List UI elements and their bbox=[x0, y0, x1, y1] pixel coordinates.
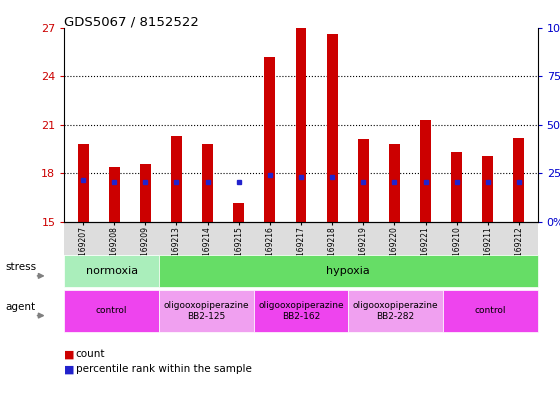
Bar bbox=[264, 57, 276, 222]
Bar bbox=[202, 144, 213, 222]
Text: normoxia: normoxia bbox=[86, 266, 138, 276]
Bar bbox=[420, 120, 431, 222]
Text: oligooxopiperazine
BB2-125: oligooxopiperazine BB2-125 bbox=[164, 301, 249, 321]
Text: count: count bbox=[76, 349, 105, 360]
Bar bbox=[234, 203, 244, 222]
Text: stress: stress bbox=[6, 262, 37, 272]
Text: ■: ■ bbox=[64, 364, 75, 375]
Text: oligooxopiperazine
BB2-282: oligooxopiperazine BB2-282 bbox=[353, 301, 438, 321]
Text: GDS5067 / 8152522: GDS5067 / 8152522 bbox=[64, 16, 199, 29]
Text: ■: ■ bbox=[64, 349, 75, 360]
Bar bbox=[109, 167, 120, 222]
Bar bbox=[482, 156, 493, 222]
Bar bbox=[514, 138, 524, 222]
Text: oligooxopiperazine
BB2-162: oligooxopiperazine BB2-162 bbox=[258, 301, 344, 321]
Text: hypoxia: hypoxia bbox=[326, 266, 370, 276]
Bar bbox=[296, 26, 306, 222]
Bar bbox=[78, 144, 88, 222]
Bar bbox=[171, 136, 182, 222]
Bar bbox=[451, 152, 462, 222]
Text: percentile rank within the sample: percentile rank within the sample bbox=[76, 364, 251, 375]
Bar bbox=[326, 34, 338, 222]
Bar bbox=[358, 140, 368, 222]
Bar bbox=[140, 164, 151, 222]
Bar bbox=[389, 144, 400, 222]
Text: agent: agent bbox=[6, 302, 36, 312]
Text: control: control bbox=[474, 307, 506, 315]
Text: control: control bbox=[96, 307, 128, 315]
